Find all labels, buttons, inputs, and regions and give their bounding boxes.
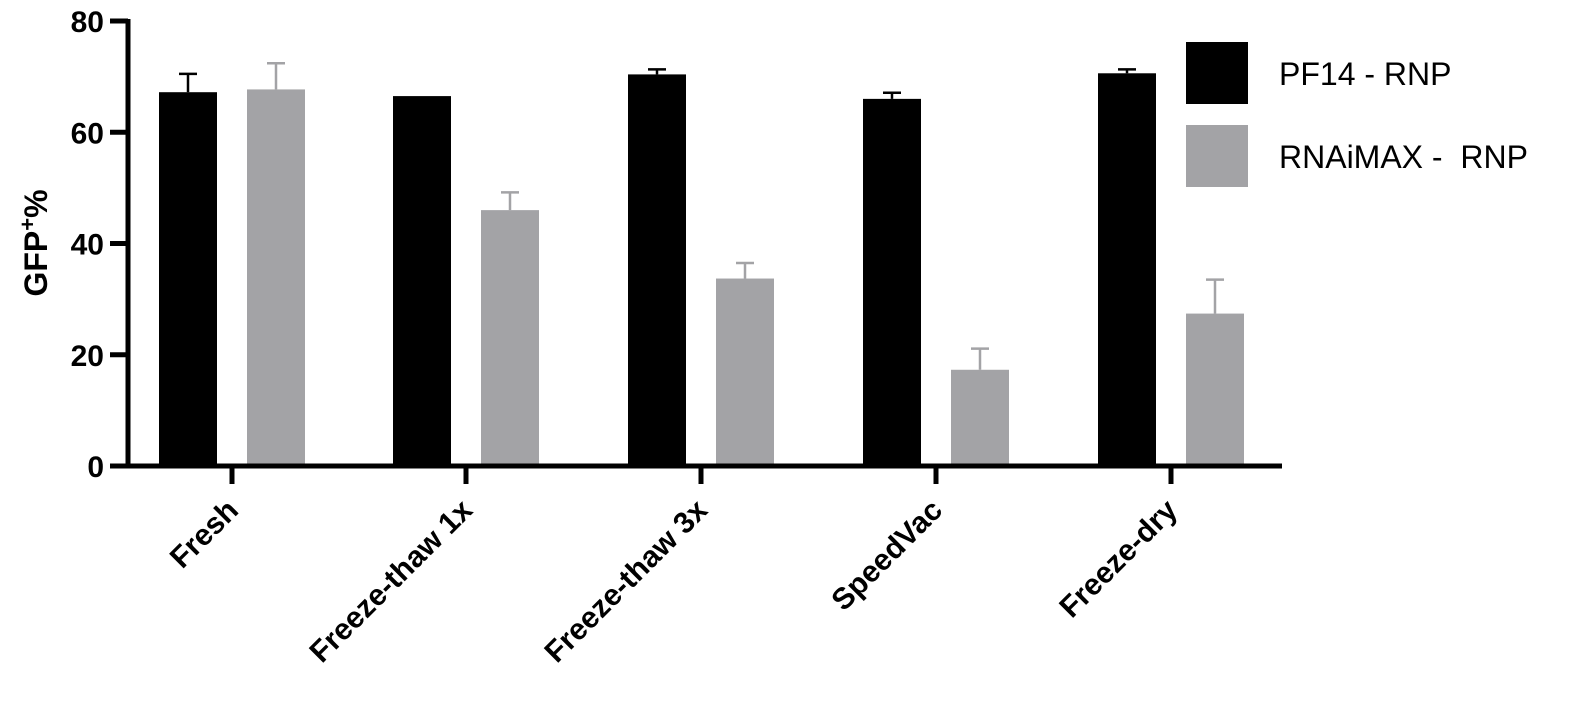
y-axis-title-suffix: % xyxy=(18,189,54,217)
legend-label: PF14 - RNP xyxy=(1279,56,1451,92)
x-category-label: Fresh xyxy=(164,494,245,575)
y-tick-label: 0 xyxy=(87,451,104,484)
x-category-label: Freeze-thaw 1x xyxy=(304,493,480,669)
legend: PF14 - RNP RNAiMAX - RNP xyxy=(1186,42,1528,187)
y-tick-label: 20 xyxy=(71,340,104,373)
bar-rnaimax-0 xyxy=(247,89,305,466)
y-axis-title-main: GFP xyxy=(18,231,54,297)
bar-rnaimax-3 xyxy=(951,369,1009,466)
legend-label: RNAiMAX - RNP xyxy=(1279,139,1528,175)
legend-swatch xyxy=(1186,42,1248,104)
y-tick-label: 60 xyxy=(71,117,104,150)
bar-pf14-2 xyxy=(628,74,686,467)
bar-pf14-4 xyxy=(1098,73,1156,466)
x-category-label: Freeze-thaw 3x xyxy=(539,493,715,669)
bar-pf14-1 xyxy=(393,96,451,466)
y-ticks-group: 0 20 40 60 80 xyxy=(71,6,128,484)
bar-pf14-3 xyxy=(863,98,921,466)
y-tick-label: 40 xyxy=(71,229,104,262)
bar-rnaimax-2 xyxy=(716,278,774,466)
bar-rnaimax-1 xyxy=(481,210,539,466)
bars-group xyxy=(159,62,1244,467)
y-axis-title-sup: + xyxy=(15,218,40,231)
y-axis-title: GFP+% xyxy=(15,189,54,296)
x-category-label: Freeze-dry xyxy=(1053,493,1184,624)
x-ticks-group: Fresh Freeze-thaw 1x Freeze-thaw 3x SpeedVa… xyxy=(164,466,1184,669)
bar-pf14-0 xyxy=(159,92,217,466)
x-category-label: SpeedVac xyxy=(825,494,949,618)
legend-swatch xyxy=(1186,125,1248,187)
bar-rnaimax-4 xyxy=(1186,313,1244,466)
y-tick-label: 80 xyxy=(71,6,104,39)
